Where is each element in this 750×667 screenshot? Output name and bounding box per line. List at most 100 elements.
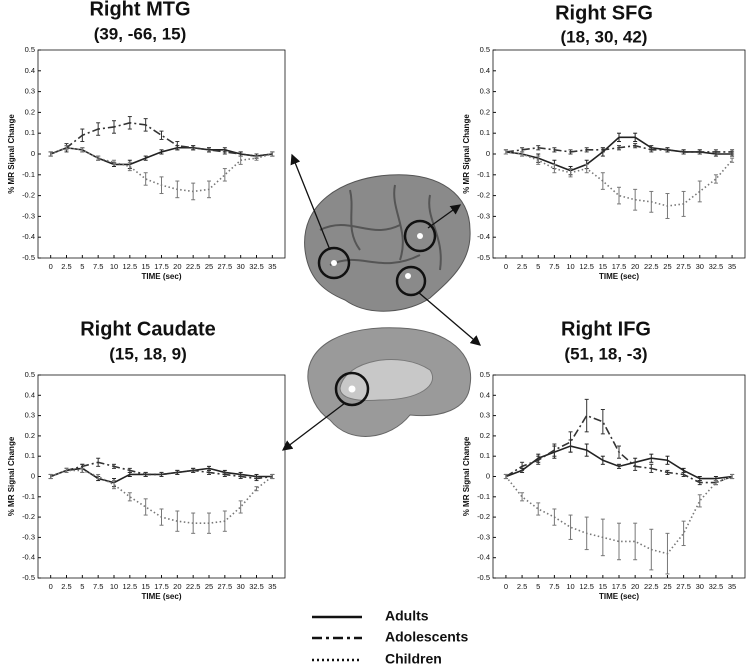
error-bar bbox=[665, 193, 670, 219]
error-bar bbox=[665, 532, 670, 575]
x-tick-label: 25 bbox=[205, 262, 213, 271]
error-bar bbox=[568, 431, 573, 453]
y-tick-label: 0.2 bbox=[480, 431, 490, 440]
legend-label: Children bbox=[385, 651, 442, 667]
x-tick-label: 5 bbox=[80, 582, 84, 591]
x-tick-label: 17.5 bbox=[154, 262, 169, 271]
error-bar bbox=[175, 469, 180, 475]
error-bar bbox=[191, 145, 196, 151]
error-bar bbox=[112, 159, 116, 165]
x-tick-label: 0 bbox=[49, 262, 53, 271]
y-axis-label: % MR Signal Change bbox=[462, 114, 471, 194]
x-tick-label: 12.5 bbox=[579, 262, 594, 271]
error-bar bbox=[254, 486, 259, 492]
error-bar bbox=[584, 443, 589, 457]
error-bar bbox=[127, 467, 132, 473]
x-tick-label: 5 bbox=[80, 262, 84, 271]
x-axis-label: TIME (sec) bbox=[141, 592, 181, 601]
y-tick-label: 0 bbox=[486, 149, 490, 158]
error-bar bbox=[96, 122, 101, 136]
error-bar bbox=[238, 473, 243, 480]
chart-subtitle: (15, 18, 9) bbox=[109, 344, 187, 363]
error-bar bbox=[713, 480, 718, 486]
error-bar bbox=[649, 528, 654, 571]
error-bar bbox=[143, 498, 148, 516]
y-axis-label: % MR Signal Change bbox=[462, 436, 471, 516]
x-tick-label: 27.5 bbox=[676, 262, 691, 271]
error-bar bbox=[633, 188, 638, 211]
y-tick-label: -0.2 bbox=[477, 191, 490, 200]
y-tick-label: -0.2 bbox=[477, 512, 490, 521]
error-bar bbox=[649, 453, 654, 463]
chart-subtitle: (51, 18, -3) bbox=[564, 344, 647, 363]
error-bar bbox=[536, 455, 541, 465]
error-bar bbox=[191, 182, 196, 201]
x-tick-label: 17.5 bbox=[612, 262, 627, 271]
x-tick-label: 27.5 bbox=[676, 582, 691, 591]
error-bar bbox=[617, 132, 621, 143]
x-tick-label: 20 bbox=[173, 582, 181, 591]
y-tick-label: -0.4 bbox=[22, 553, 35, 562]
x-axis-label: TIME (sec) bbox=[599, 272, 639, 281]
y-tick-label: 0 bbox=[31, 471, 35, 480]
error-bar bbox=[617, 445, 621, 459]
error-bar bbox=[80, 128, 85, 143]
x-tick-label: 15 bbox=[599, 262, 607, 271]
error-bar bbox=[503, 473, 508, 480]
error-bar bbox=[80, 467, 85, 473]
error-bar bbox=[584, 163, 589, 174]
brain-medial bbox=[307, 327, 472, 437]
legend-label: Adolescents bbox=[385, 629, 468, 645]
y-tick-label: -0.1 bbox=[477, 170, 490, 179]
error-bar bbox=[254, 476, 259, 482]
y-tick-label: -0.1 bbox=[477, 492, 490, 501]
error-bar bbox=[713, 149, 718, 155]
x-tick-label: 15 bbox=[141, 582, 149, 591]
error-bar bbox=[80, 147, 85, 153]
error-bar bbox=[127, 492, 132, 502]
chart-title: Right SFG bbox=[555, 2, 653, 24]
chart-title: Right MTG bbox=[89, 0, 190, 20]
error-bar bbox=[207, 469, 211, 475]
error-bar bbox=[584, 398, 589, 433]
error-bar bbox=[112, 463, 116, 469]
x-tick-label: 35 bbox=[268, 582, 276, 591]
x-axis-label: TIME (sec) bbox=[141, 272, 181, 281]
x-tick-label: 20 bbox=[173, 262, 181, 271]
error-bar bbox=[222, 168, 227, 182]
y-tick-label: 0.3 bbox=[25, 87, 35, 96]
error-bar bbox=[536, 145, 541, 151]
error-bar bbox=[112, 480, 116, 490]
error-bar bbox=[649, 190, 654, 213]
x-tick-label: 0 bbox=[49, 582, 53, 591]
error-bar bbox=[568, 149, 573, 155]
error-bar bbox=[665, 455, 670, 465]
error-bar bbox=[697, 149, 702, 155]
x-tick-label: 7.5 bbox=[549, 582, 559, 591]
y-tick-label: 0.3 bbox=[480, 87, 490, 96]
x-tick-label: 27.5 bbox=[218, 582, 233, 591]
error-bar bbox=[175, 510, 180, 532]
error-bar bbox=[617, 522, 621, 561]
error-bar bbox=[96, 155, 101, 161]
x-tick-label: 35 bbox=[728, 582, 736, 591]
x-tick-label: 10 bbox=[566, 262, 574, 271]
x-axis-label: TIME (sec) bbox=[599, 592, 639, 601]
error-bar bbox=[64, 467, 69, 473]
error-bar bbox=[127, 161, 132, 172]
error-bar bbox=[600, 147, 605, 153]
error-bar bbox=[697, 494, 702, 508]
x-tick-label: 22.5 bbox=[186, 262, 201, 271]
x-tick-label: 25 bbox=[663, 582, 671, 591]
y-tick-label: 0.1 bbox=[25, 128, 35, 137]
x-tick-label: 20 bbox=[631, 262, 639, 271]
error-bar bbox=[617, 186, 621, 205]
error-bar bbox=[633, 132, 638, 143]
error-bar bbox=[222, 149, 227, 155]
error-bar bbox=[600, 409, 605, 435]
chart-title: Right IFG bbox=[561, 318, 651, 340]
error-bar bbox=[633, 143, 638, 149]
y-tick-label: 0.2 bbox=[25, 107, 35, 116]
error-bar bbox=[143, 118, 148, 132]
